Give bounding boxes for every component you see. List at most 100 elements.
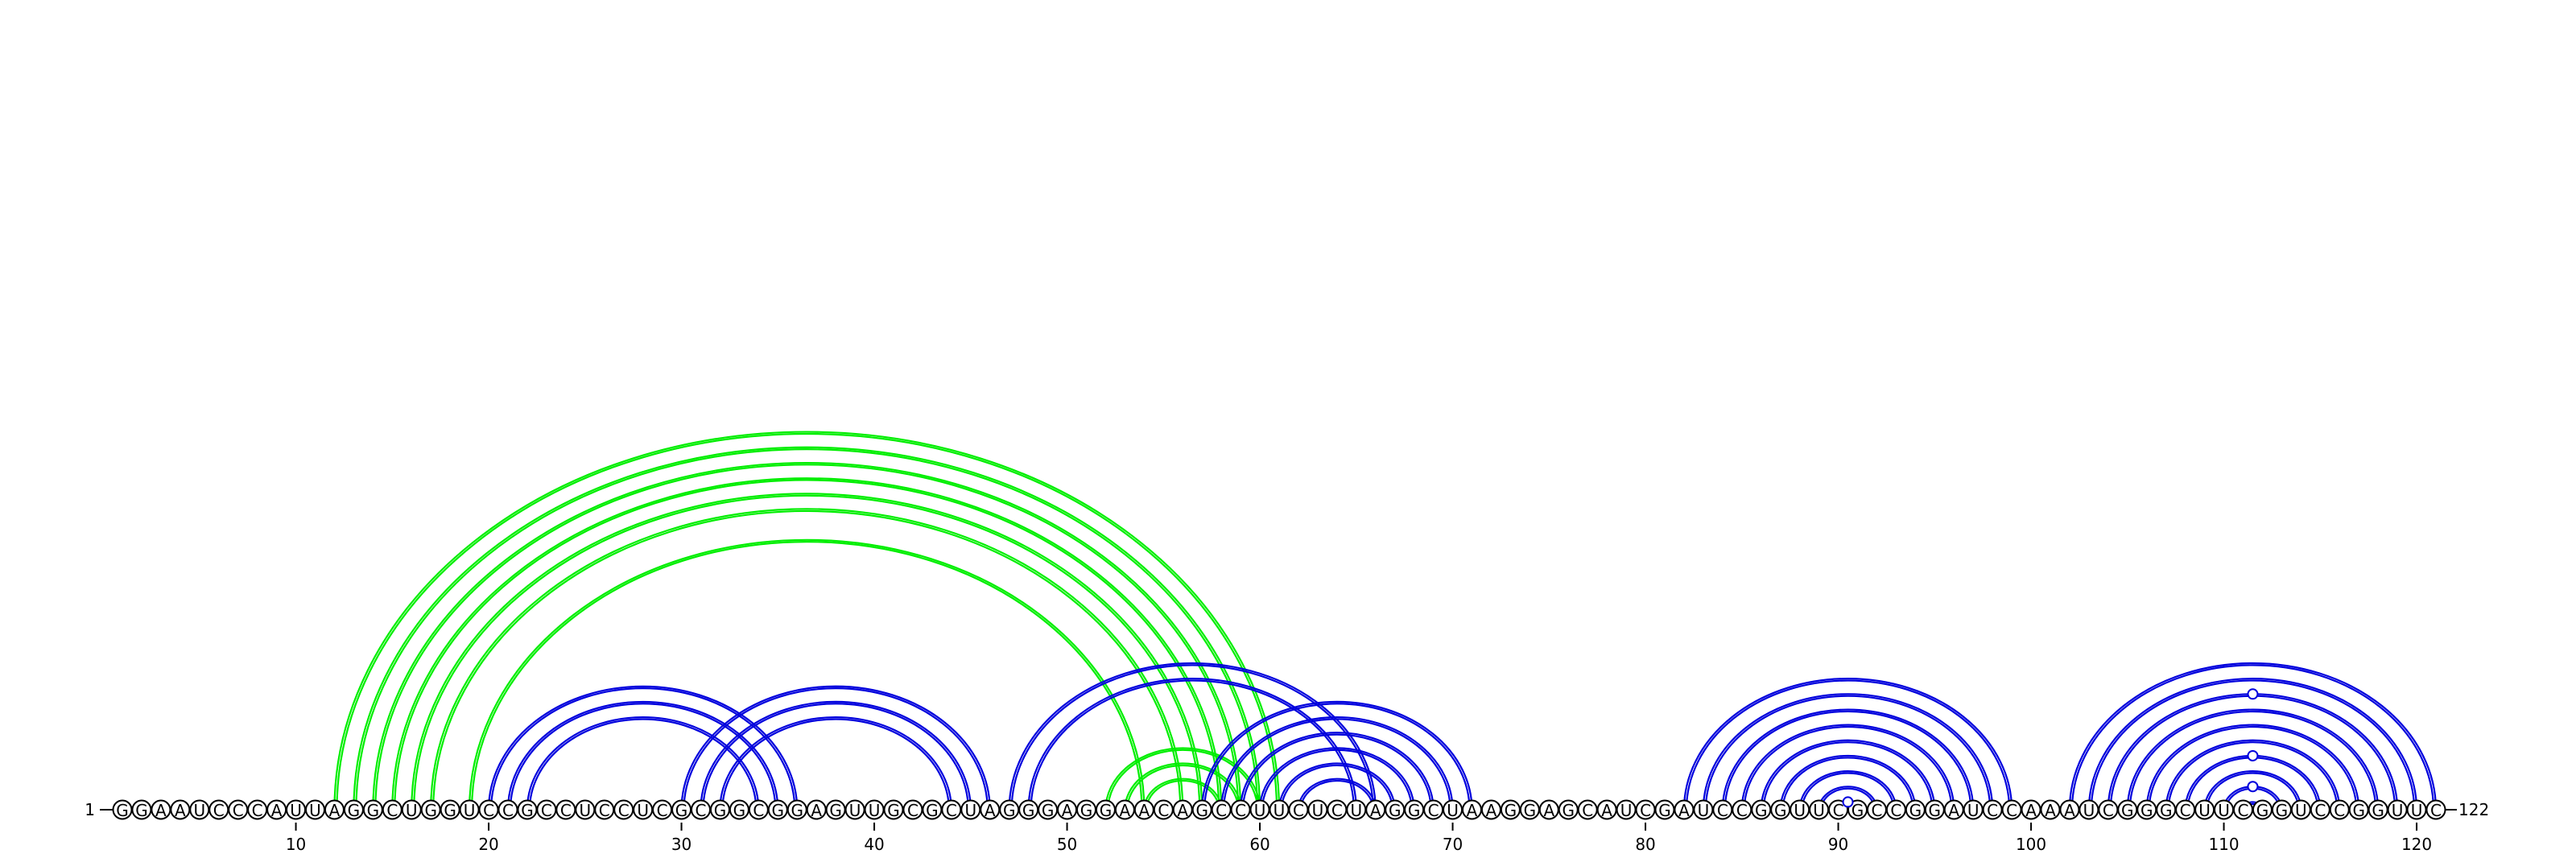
- nucleotide-7: C: [228, 799, 249, 820]
- nucleotide-letter: G: [2276, 801, 2289, 820]
- arc-inner-22-34: [528, 718, 758, 811]
- nucleotide-95: G: [1924, 799, 1945, 820]
- nucleotide-letter: C: [1293, 801, 1304, 820]
- arc-inner-82-99: [1685, 679, 2011, 811]
- arc-inner-88-93: [1801, 772, 1895, 811]
- arc-inner-85-96: [1743, 725, 1953, 811]
- nucleotide-90: C: [1828, 799, 1849, 820]
- nucleotide-67: G: [1385, 799, 1406, 820]
- nucleotide-letter: C: [1890, 801, 1901, 820]
- nucleotide-letter: U: [464, 801, 476, 820]
- nucleotide-100: A: [2021, 799, 2041, 820]
- arc-54-58: [1143, 778, 1223, 811]
- nucleotide-53: A: [1114, 799, 1135, 820]
- nucleotide-letter: C: [1987, 801, 1998, 820]
- nucleotide-letter: U: [579, 801, 591, 820]
- nucleotide-letter: C: [696, 801, 707, 820]
- arc-inner-21-35: [509, 703, 777, 811]
- nucleotide-105: G: [2117, 799, 2138, 820]
- nucleotide-letter: C: [1158, 801, 1169, 820]
- nucleotide-70: U: [1443, 799, 1463, 820]
- nucleotide-48: G: [1018, 799, 1039, 820]
- nucleotide-letter: G: [1852, 801, 1864, 820]
- nucleotide-71: A: [1462, 799, 1482, 820]
- arc-20-36: [487, 685, 799, 811]
- nucleotide-letter: C: [753, 801, 764, 820]
- nucleotide-letter: G: [1524, 801, 1537, 820]
- tick-label-100: 100: [2016, 835, 2046, 854]
- arc-inner-19-54: [471, 541, 1143, 811]
- nucleotide-109: U: [2194, 799, 2215, 820]
- nucleotide-79: U: [1616, 799, 1637, 820]
- nucleotide-letter: G: [1195, 801, 1208, 820]
- arc-105-118: [2126, 708, 2380, 811]
- nucleotide-72: A: [1480, 799, 1501, 820]
- tick-label-10: 10: [286, 835, 306, 854]
- nucleotide-letter: G: [829, 801, 842, 820]
- arc-107-116: [2165, 739, 2341, 811]
- nucleotide-91: G: [1847, 799, 1868, 820]
- arc-84-97: [1721, 708, 1975, 811]
- nucleotide-88: U: [1790, 799, 1810, 820]
- nucleotide-letter: U: [1274, 801, 1286, 820]
- nucleotide-letter: A: [1948, 801, 1959, 820]
- nucleotide-letter: U: [2198, 801, 2211, 820]
- nucleotide-letter: U: [309, 801, 321, 820]
- nucleotide-letter: G: [1909, 801, 1922, 820]
- nucleotide-97: U: [1963, 799, 1984, 820]
- nucleotide-112: G: [2252, 799, 2273, 820]
- nucleotide-letter: U: [2411, 801, 2423, 820]
- nucleotide-99: C: [2001, 799, 2022, 820]
- nucleotide-letter: C: [2180, 801, 2191, 820]
- arc-inner-103-120: [2090, 679, 2416, 811]
- nucleotide-9: A: [266, 799, 287, 820]
- nucleotide-letter: G: [1408, 801, 1421, 820]
- nucleotide-111: C: [2233, 799, 2253, 820]
- nucleotide-letter: G: [772, 801, 785, 820]
- nucleotide-31: C: [691, 799, 711, 820]
- nucleotide-letter: G: [714, 801, 727, 820]
- nucleotide-16: U: [401, 799, 422, 820]
- arc-59-69: [1240, 732, 1435, 811]
- nucleotide-letter: C: [2103, 801, 2114, 820]
- nucleotide-letter: C: [2238, 801, 2249, 820]
- arc-31-45: [700, 700, 972, 811]
- nucleotide-38: G: [825, 799, 846, 820]
- arc-52-60: [1104, 747, 1261, 811]
- nucleotide-63: U: [1307, 799, 1328, 820]
- nucleotide-letter: G: [348, 801, 361, 820]
- arc-inner-61-67: [1280, 764, 1393, 811]
- nucleotide-60: U: [1249, 799, 1270, 820]
- nucleotide-2: G: [131, 799, 152, 820]
- nucleotide-letter: U: [637, 801, 649, 820]
- nucleotide-letter: C: [1833, 801, 1844, 820]
- nucleotide-93: C: [1885, 799, 1906, 820]
- nucleotide-letter: G: [424, 801, 437, 820]
- arc-inner-15-58: [394, 479, 1220, 811]
- nucleotide-letter: G: [2352, 801, 2365, 820]
- tick-label-80: 80: [1635, 835, 1655, 854]
- arc-88-93: [1798, 770, 1897, 811]
- nucleotide-letter: C: [1235, 801, 1246, 820]
- nucleotide-letter: A: [1370, 801, 1381, 820]
- nucleotide-letter: C: [1428, 801, 1439, 820]
- nucleotide-letter: A: [1543, 801, 1554, 820]
- nucleotide-letter: U: [1312, 801, 1324, 820]
- nucleotide-56: A: [1172, 799, 1193, 820]
- nucleotide-letter: A: [1601, 801, 1612, 820]
- nucleotide-8: C: [247, 799, 268, 820]
- arc-inner-31-45: [702, 703, 969, 811]
- nucleotide-25: U: [575, 799, 596, 820]
- nucleotide-letter: G: [1563, 801, 1575, 820]
- nucleotide-letter: C: [213, 801, 225, 820]
- nucleotide-letter: U: [2295, 801, 2307, 820]
- arc-85-96: [1740, 724, 1955, 811]
- nucleotide-35: G: [767, 799, 788, 820]
- nucleotide-74: G: [1519, 799, 1540, 820]
- nucleotide-118: G: [2368, 799, 2388, 820]
- arc-19-54: [469, 538, 1146, 811]
- nucleotide-3: A: [151, 799, 171, 820]
- nucleotide-59: C: [1230, 799, 1251, 820]
- nucleotide-letter: U: [2083, 801, 2095, 820]
